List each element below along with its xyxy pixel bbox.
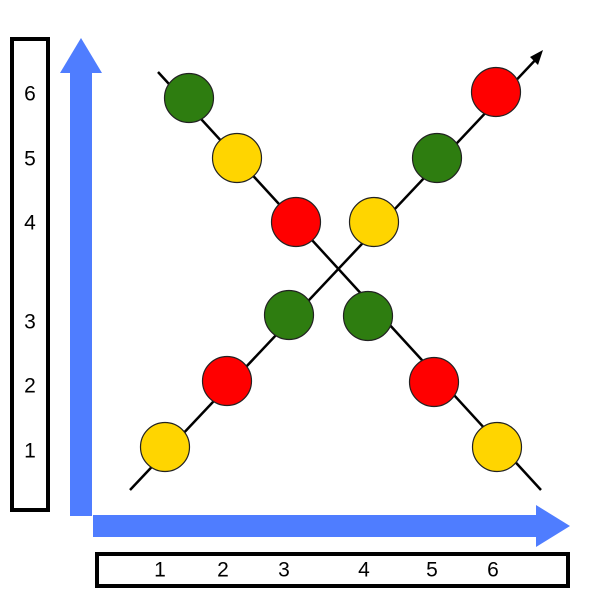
- bead-ascending-5-green: [411, 132, 463, 184]
- x-axis-label-box: 1 2 3 4 5 6: [95, 552, 570, 588]
- y-axis-label-box: 1 2 3 4 5 6: [10, 37, 50, 512]
- y-label-1: 1: [24, 439, 36, 463]
- y-axis-arrow: [60, 38, 102, 516]
- x-label-4: 4: [358, 558, 370, 582]
- bead-ascending-4-yellow: [348, 196, 400, 248]
- bead-ascending-3-green: [342, 290, 394, 342]
- y-label-2: 2: [24, 374, 36, 398]
- x-label-2: 2: [217, 558, 229, 582]
- bead-ascending-6-red: [470, 66, 522, 118]
- x-label-3: 3: [278, 558, 290, 582]
- x-label-6: 6: [487, 558, 499, 582]
- bead-descending-1-yellow: [471, 421, 523, 473]
- ascending-line: [129, 50, 543, 491]
- y-label-4: 4: [24, 211, 36, 235]
- y-label-5: 5: [24, 147, 36, 171]
- bead-descending-4-red: [270, 196, 322, 248]
- bead-descending-5-yellow: [211, 132, 263, 184]
- bead-ascending-1-yellow: [139, 421, 191, 473]
- bead-descending-2-red: [408, 356, 460, 408]
- beads-layer: [139, 66, 523, 473]
- bead-descending-3-green: [263, 289, 315, 341]
- y-label-6: 6: [24, 82, 36, 106]
- x-axis-arrow: [93, 505, 570, 547]
- bead-ascending-2-red: [201, 355, 253, 407]
- x-label-5: 5: [426, 558, 438, 582]
- y-label-3: 3: [24, 310, 36, 334]
- x-label-1: 1: [154, 558, 166, 582]
- bead-descending-6-green: [163, 72, 215, 124]
